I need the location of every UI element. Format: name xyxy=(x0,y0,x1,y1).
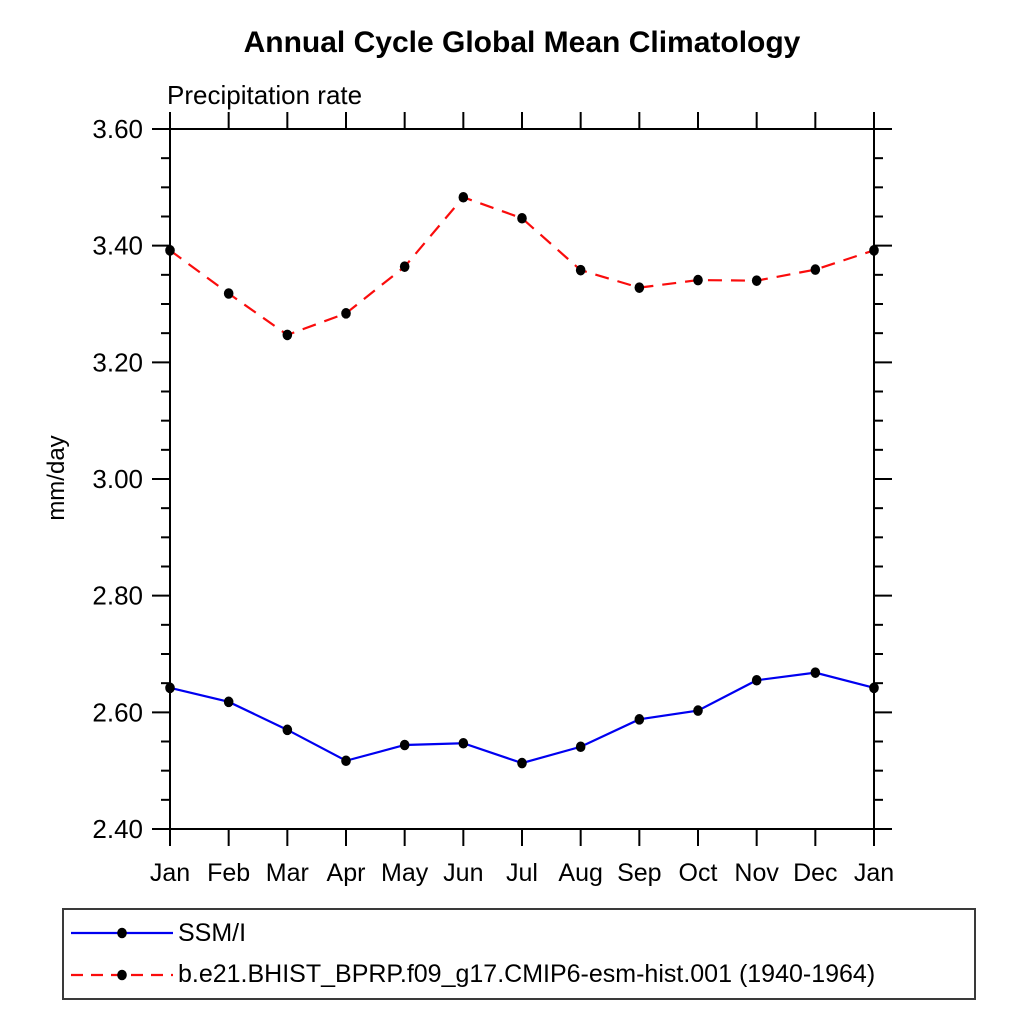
data-point-s1 xyxy=(693,274,703,286)
data-point-s0 xyxy=(517,757,527,769)
data-point-s0 xyxy=(399,739,410,751)
legend-entry-ssmi: SSM/I xyxy=(68,913,974,953)
x-tick-label: Apr xyxy=(327,859,366,887)
data-point-s0 xyxy=(165,682,175,694)
data-point-s1 xyxy=(869,245,879,256)
x-tick-label: Mar xyxy=(266,859,309,887)
data-point-s0 xyxy=(869,682,879,694)
chart-title: Annual Cycle Global Mean Climatology xyxy=(243,26,801,59)
legend-swatch-dashed-line-icon xyxy=(71,969,173,980)
x-tick-label: Feb xyxy=(207,859,250,887)
data-point-s1 xyxy=(810,264,821,275)
x-tick-label: Oct xyxy=(679,859,718,887)
chart-subtitle: Precipitation rate xyxy=(167,80,363,110)
y-tick-label: 3.20 xyxy=(92,347,143,377)
legend-entry-model: b.e21.BHIST_BPRP.f09_g17.CMIP6-esm-hist.… xyxy=(68,955,974,995)
data-point-s0 xyxy=(458,737,469,749)
data-point-s1 xyxy=(458,191,469,203)
data-point-s0 xyxy=(341,755,351,767)
y-tick-label: 2.40 xyxy=(92,814,143,844)
y-tick-label: 3.40 xyxy=(92,231,143,261)
data-point-s1 xyxy=(634,282,645,293)
series-line-0 xyxy=(169,671,875,765)
data-point-s1 xyxy=(517,212,527,224)
data-point-s1 xyxy=(341,308,351,319)
data-point-s0 xyxy=(693,705,703,716)
legend-label-model: b.e21.BHIST_BPRP.f09_g17.CMIP6-esm-hist.… xyxy=(178,960,876,989)
x-tick-label: Sep xyxy=(617,859,661,887)
data-point-s1 xyxy=(223,288,234,299)
x-tick-label: Nov xyxy=(734,859,779,887)
x-tick-label: Aug xyxy=(558,859,602,887)
data-point-s0 xyxy=(634,714,645,725)
legend: SSM/I b.e21.BHIST_BPRP.f09_g17.CMIP6-esm… xyxy=(62,908,976,1000)
y-tick-label: 2.80 xyxy=(92,581,143,611)
data-point-s0 xyxy=(751,674,762,686)
y-tick-label: 3.00 xyxy=(92,464,143,494)
x-tick-label: May xyxy=(381,859,429,887)
x-tick-label: Dec xyxy=(793,859,837,887)
data-point-s1 xyxy=(575,264,586,276)
x-tick-label: Jun xyxy=(443,859,483,887)
y-tick-label: 2.60 xyxy=(92,697,143,727)
y-tick-label: 3.60 xyxy=(92,114,143,144)
legend-swatch-solid-line-icon xyxy=(71,928,173,939)
x-tick-label: Jul xyxy=(506,859,538,887)
data-point-s1 xyxy=(751,275,762,286)
x-tick-label: Jan xyxy=(150,859,190,887)
data-point-s0 xyxy=(282,724,293,736)
data-point-s1 xyxy=(282,329,293,341)
data-point-s0 xyxy=(223,696,234,708)
data-point-s1 xyxy=(399,261,410,272)
data-point-s0 xyxy=(810,667,821,678)
legend-label-ssmi: SSM/I xyxy=(178,918,247,947)
data-point-s0 xyxy=(575,741,586,753)
data-point-s1 xyxy=(165,245,175,256)
x-tick-label: Jan xyxy=(854,859,894,887)
